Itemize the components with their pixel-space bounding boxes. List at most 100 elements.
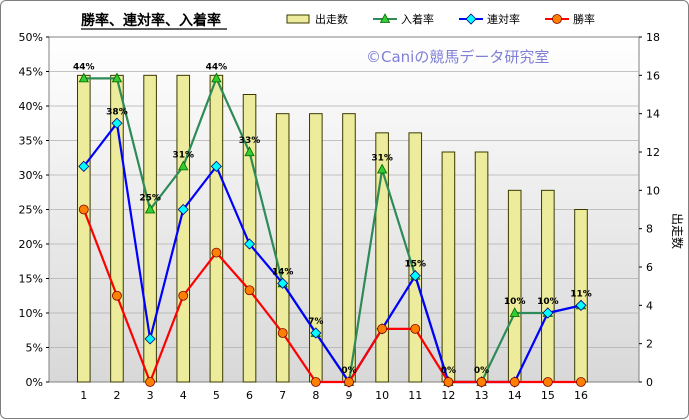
y-left-tick-label: 20% [19, 238, 43, 251]
point-marker [178, 290, 189, 301]
x-tick-label: 7 [279, 389, 286, 402]
point-marker [211, 72, 222, 83]
x-tick-label: 13 [475, 389, 489, 402]
data-label: 33% [239, 136, 261, 146]
data-label: 14% [272, 267, 294, 277]
y-left-tick-label: 50% [19, 31, 43, 44]
x-tick-label: 5 [213, 389, 220, 402]
bar [342, 113, 356, 383]
point-marker [310, 327, 322, 339]
point-marker [277, 328, 288, 338]
point-marker [344, 377, 354, 387]
data-label: 44% [206, 62, 228, 72]
y-left-tick-label: 5% [26, 342, 43, 355]
point-marker [542, 307, 554, 319]
y-right-tick-label: 12 [646, 146, 660, 159]
x-tick-label: 2 [113, 389, 120, 402]
x-tick-label: 12 [441, 389, 455, 402]
point-marker [377, 323, 388, 334]
point-marker [310, 377, 321, 387]
bar [309, 113, 323, 383]
x-tick-label: 14 [508, 389, 522, 402]
y-right-tick-label: 16 [646, 69, 660, 82]
point-marker [410, 323, 421, 334]
bar [209, 74, 224, 383]
y-left-tick-label: 40% [19, 100, 43, 113]
bar [275, 113, 290, 383]
x-tick-label: 10 [375, 389, 389, 402]
point-marker [112, 290, 122, 301]
point-marker [111, 117, 123, 129]
point-marker [552, 14, 562, 24]
point-marker [78, 72, 89, 83]
legend: 出走数 入着率 連対率 勝率 [286, 12, 595, 26]
y-left-tick-label: 35% [19, 135, 43, 148]
y-left-tick-label: 0% [26, 376, 43, 389]
y-left-tick-label: 15% [19, 273, 43, 286]
point-marker [243, 238, 256, 250]
data-label: 31% [371, 153, 393, 163]
point-marker [211, 247, 222, 258]
y-right-tick-label: 8 [646, 223, 653, 236]
point-marker [509, 307, 520, 317]
legend-label: 連対率 [487, 12, 520, 26]
bar-series-starts [77, 74, 588, 383]
x-tick-label: 4 [180, 389, 187, 402]
point-marker [144, 203, 156, 214]
point-marker [111, 72, 123, 83]
series-line [82, 209, 581, 386]
point-marker [144, 333, 156, 345]
point-marker [277, 277, 289, 289]
x-tick-label: 15 [541, 389, 555, 402]
data-label: 7% [308, 317, 323, 327]
y-left-tick-label: 10% [19, 307, 43, 320]
point-marker [379, 13, 391, 23]
data-label: 15% [404, 260, 426, 270]
line-series [78, 72, 587, 388]
y-left-tick-label: 45% [19, 66, 43, 79]
point-marker [576, 377, 586, 387]
point-marker [376, 163, 388, 174]
data-labels: 44% 25% 31% 44% 33% 14% 7% 0% 31% 15% 0% 0% 10% 10% 11… [73, 62, 592, 376]
point-marker [509, 377, 520, 387]
point-marker [78, 204, 89, 215]
bar [441, 151, 456, 383]
y-left-tick-label: 30% [19, 169, 43, 182]
x-tick-label: 3 [147, 389, 154, 402]
bar [474, 151, 489, 383]
right-axis-title: 出走数 [670, 213, 685, 249]
x-tick-label: 9 [345, 389, 352, 402]
y-left-tick-label: 25% [19, 204, 43, 217]
point-marker [177, 203, 189, 216]
data-label: 0% [341, 366, 356, 376]
data-label: 38% [106, 107, 128, 117]
legend-label: 勝率 [573, 12, 595, 26]
axes: 0%5%10%15%20%25%30%35%40%45%50%024681012… [19, 31, 660, 402]
point-marker [145, 377, 155, 387]
data-label: 31% [172, 150, 194, 160]
y-right-tick-label: 0 [646, 376, 653, 389]
data-label: 0% [441, 366, 456, 376]
legend-label: 入着率 [401, 12, 434, 26]
point-marker [476, 377, 487, 387]
watermark-text: ©Caniの競馬データ研究室 [366, 48, 549, 66]
x-tick-label: 6 [246, 389, 253, 402]
x-tick-label: 16 [574, 389, 588, 402]
x-tick-label: 11 [408, 389, 422, 402]
data-label: 10% [537, 297, 559, 307]
chart-title: 勝率、連対率、入着率 [81, 12, 221, 29]
y-right-tick-label: 18 [646, 31, 660, 44]
legend-swatch [286, 14, 310, 24]
data-label: 25% [139, 194, 161, 204]
data-label: 44% [73, 62, 95, 72]
point-marker [78, 160, 90, 172]
point-marker [244, 285, 255, 296]
x-tick-label: 1 [80, 389, 87, 402]
bar [541, 189, 555, 383]
y-right-tick-label: 6 [646, 261, 653, 274]
x-tick-label: 8 [312, 389, 319, 402]
y-right-tick-label: 4 [646, 299, 653, 312]
point-marker [178, 160, 189, 171]
